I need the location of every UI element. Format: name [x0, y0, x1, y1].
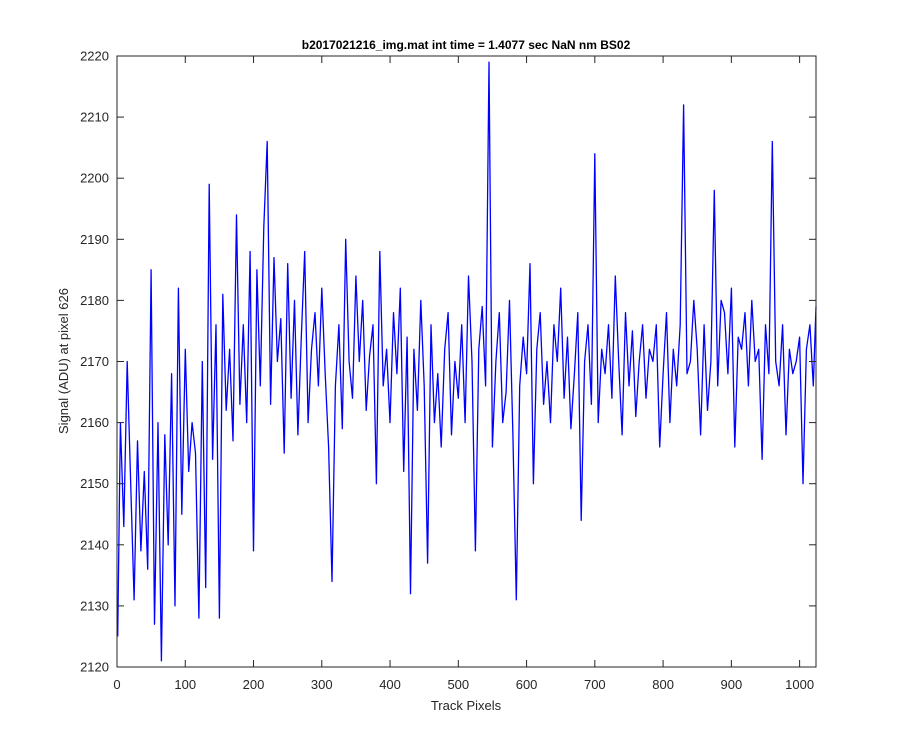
- x-tick-label: 0: [113, 677, 120, 692]
- x-tick-label: 900: [721, 677, 743, 692]
- y-tick-label: 2120: [80, 660, 109, 675]
- x-tick-label: 700: [584, 677, 606, 692]
- x-axis-label: Track Pixels: [431, 698, 502, 713]
- y-tick-label: 2140: [80, 537, 109, 552]
- x-tick-label: 400: [379, 677, 401, 692]
- x-tick-label: 100: [174, 677, 196, 692]
- x-tick-label: 600: [516, 677, 538, 692]
- x-tick-label: 800: [652, 677, 674, 692]
- x-tick-label: 500: [447, 677, 469, 692]
- y-tick-label: 2150: [80, 476, 109, 491]
- y-tick-label: 2130: [80, 598, 109, 613]
- y-tick-label: 2200: [80, 171, 109, 186]
- series-layer: [117, 61, 817, 662]
- x-axis-ticks: 0 100 200 300 400 500 600 700 800 900 1000: [113, 56, 814, 692]
- x-tick-label: 300: [311, 677, 333, 692]
- y-tick-label: 2210: [80, 110, 109, 125]
- y-axis-label: Signal (ADU) at pixel 626: [56, 288, 71, 434]
- y-tick-label: 2180: [80, 293, 109, 308]
- x-tick-label: 1000: [785, 677, 814, 692]
- y-tick-label: 2170: [80, 354, 109, 369]
- y-tick-label: 2160: [80, 415, 109, 430]
- y-tick-label: 2220: [80, 49, 109, 64]
- series-line-1: [117, 61, 817, 662]
- y-axis-ticks: 2120 2130 2140 2150 2160 2170 2180 2190 2200 2210…: [80, 49, 816, 675]
- chart-title: b2017021216_img.mat int time = 1.4077 se…: [302, 38, 631, 52]
- x-tick-label: 200: [243, 677, 265, 692]
- y-tick-label: 2190: [80, 232, 109, 247]
